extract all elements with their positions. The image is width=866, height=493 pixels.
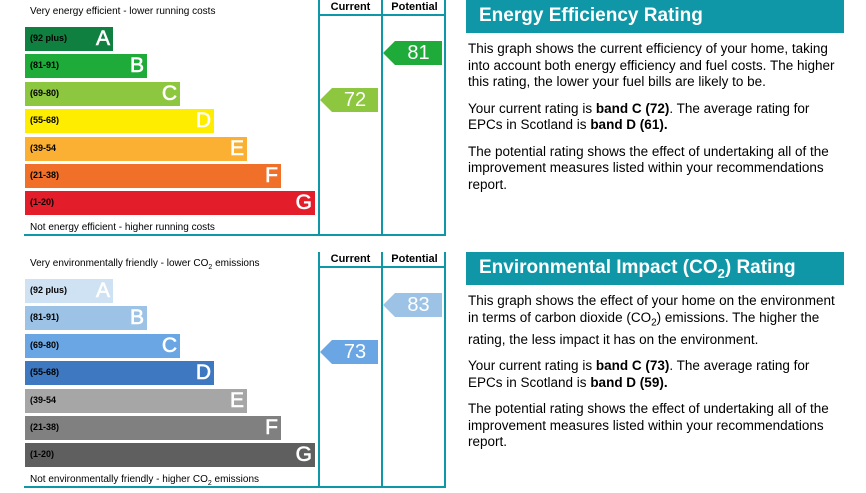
band-a: (92 plus) A xyxy=(25,27,113,51)
band-range-label: (69-80) xyxy=(30,339,60,350)
band-g: (1-20) G xyxy=(25,191,315,216)
current-rating-text: Your current rating is band C (73). The … xyxy=(468,358,810,390)
bottom-caption: Not environmentally friendly - higher CO… xyxy=(30,474,260,487)
description-text: This graph shows the effect of your home… xyxy=(468,293,835,347)
band-letter: D xyxy=(195,109,212,133)
current-rating-arrow: 72 xyxy=(320,87,378,112)
band-letter: E xyxy=(229,136,245,160)
band-g: (1-20) G xyxy=(25,443,315,468)
description-text: This graph shows the current efficiency … xyxy=(468,41,835,89)
potential-rating-arrow: 83 xyxy=(383,293,442,318)
band-letter: C xyxy=(161,81,178,105)
top-caption: Very environmentally friendly - lower CO… xyxy=(30,258,260,271)
band-b: (81-91) B xyxy=(25,306,147,331)
band-letter: A xyxy=(95,279,111,303)
current-column-header: Current xyxy=(330,253,371,265)
potential-rating-text: The potential rating shows the effect of… xyxy=(468,401,829,450)
potential-rating-arrow: 81 xyxy=(383,41,442,66)
environmental-impact-chart: Current Potential Very environmentally f… xyxy=(24,252,446,488)
band-letter: F xyxy=(265,416,278,440)
current-rating-value: 72 xyxy=(343,88,367,111)
energy-info-panel: Energy Efficiency Rating This graph show… xyxy=(466,0,844,193)
band-c: (69-80) C xyxy=(25,333,180,358)
band-letter: D xyxy=(195,361,212,385)
header-divider xyxy=(318,266,446,268)
band-d: (55-68) D xyxy=(25,361,214,386)
band-range-label: (92 plus) xyxy=(30,33,68,43)
band-letter: A xyxy=(95,27,111,51)
band-range-label: (81-91) xyxy=(30,312,60,323)
current-rating-arrow: 73 xyxy=(320,339,378,364)
band-letter: F xyxy=(265,164,278,188)
header-divider xyxy=(318,14,446,16)
band-d: (55-68) D xyxy=(25,109,214,134)
band-letter: G xyxy=(295,191,312,215)
band-range-label: (1-20) xyxy=(30,197,55,208)
potential-rating-value: 83 xyxy=(407,294,430,317)
panel-title: Environmental Impact (CO2) Rating xyxy=(466,252,844,285)
band-c: (69-80) C xyxy=(25,81,180,106)
potential-arrow-shape xyxy=(383,41,442,66)
band-range-label: (81-91) xyxy=(30,60,60,71)
band-range-label: (39-54 xyxy=(30,142,57,153)
current-rating-value: 73 xyxy=(343,340,367,363)
environment-info-panel: Environmental Impact (CO2) Rating This g… xyxy=(466,252,844,451)
band-range-label: (39-54 xyxy=(30,394,57,405)
potential-column-header: Potential xyxy=(391,1,438,13)
band-b: (81-91) B xyxy=(25,54,147,79)
band-letter: B xyxy=(129,54,145,78)
panel-title: Energy Efficiency Rating xyxy=(466,0,844,33)
potential-column-header: Potential xyxy=(391,253,438,265)
current-column-header: Current xyxy=(330,1,371,13)
chart-frame xyxy=(24,0,446,236)
column-divider xyxy=(318,0,320,236)
potential-rating-text: The potential rating shows the effect of… xyxy=(468,143,829,192)
column-divider xyxy=(381,252,383,488)
band-range-label: (55-68) xyxy=(30,115,60,126)
current-rating-text: Your current rating is band C (72). The … xyxy=(468,100,810,133)
column-divider xyxy=(381,0,383,236)
band-letter: G xyxy=(295,443,312,467)
energy-rating-chart: Current Potential Very energy efficient … xyxy=(24,0,446,236)
column-divider xyxy=(318,252,320,488)
potential-rating-value: 81 xyxy=(407,42,430,65)
band-e: (39-54 E xyxy=(25,136,247,161)
band-range-label: (55-68) xyxy=(30,367,60,378)
band-range-label: (92 plus) xyxy=(30,285,68,295)
current-arrow-shape xyxy=(320,87,378,112)
band-range-label: (21-38) xyxy=(30,170,60,180)
band-e: (39-54 E xyxy=(25,388,247,413)
band-a: (92 plus) A xyxy=(25,279,113,303)
current-arrow-shape xyxy=(320,339,378,364)
top-caption: Very energy efficient - lower running co… xyxy=(30,6,216,17)
band-letter: E xyxy=(229,388,245,412)
band-f: (21-38) F xyxy=(25,416,281,440)
bottom-caption: Not energy efficient - higher running co… xyxy=(30,222,215,233)
band-range-label: (69-80) xyxy=(30,87,60,98)
band-range-label: (1-20) xyxy=(30,449,55,460)
band-f: (21-38) F xyxy=(25,164,281,188)
band-range-label: (21-38) xyxy=(30,422,60,432)
band-letter: B xyxy=(129,306,145,330)
band-letter: C xyxy=(161,333,178,357)
chart-frame xyxy=(24,252,446,488)
potential-arrow-shape xyxy=(383,293,442,318)
